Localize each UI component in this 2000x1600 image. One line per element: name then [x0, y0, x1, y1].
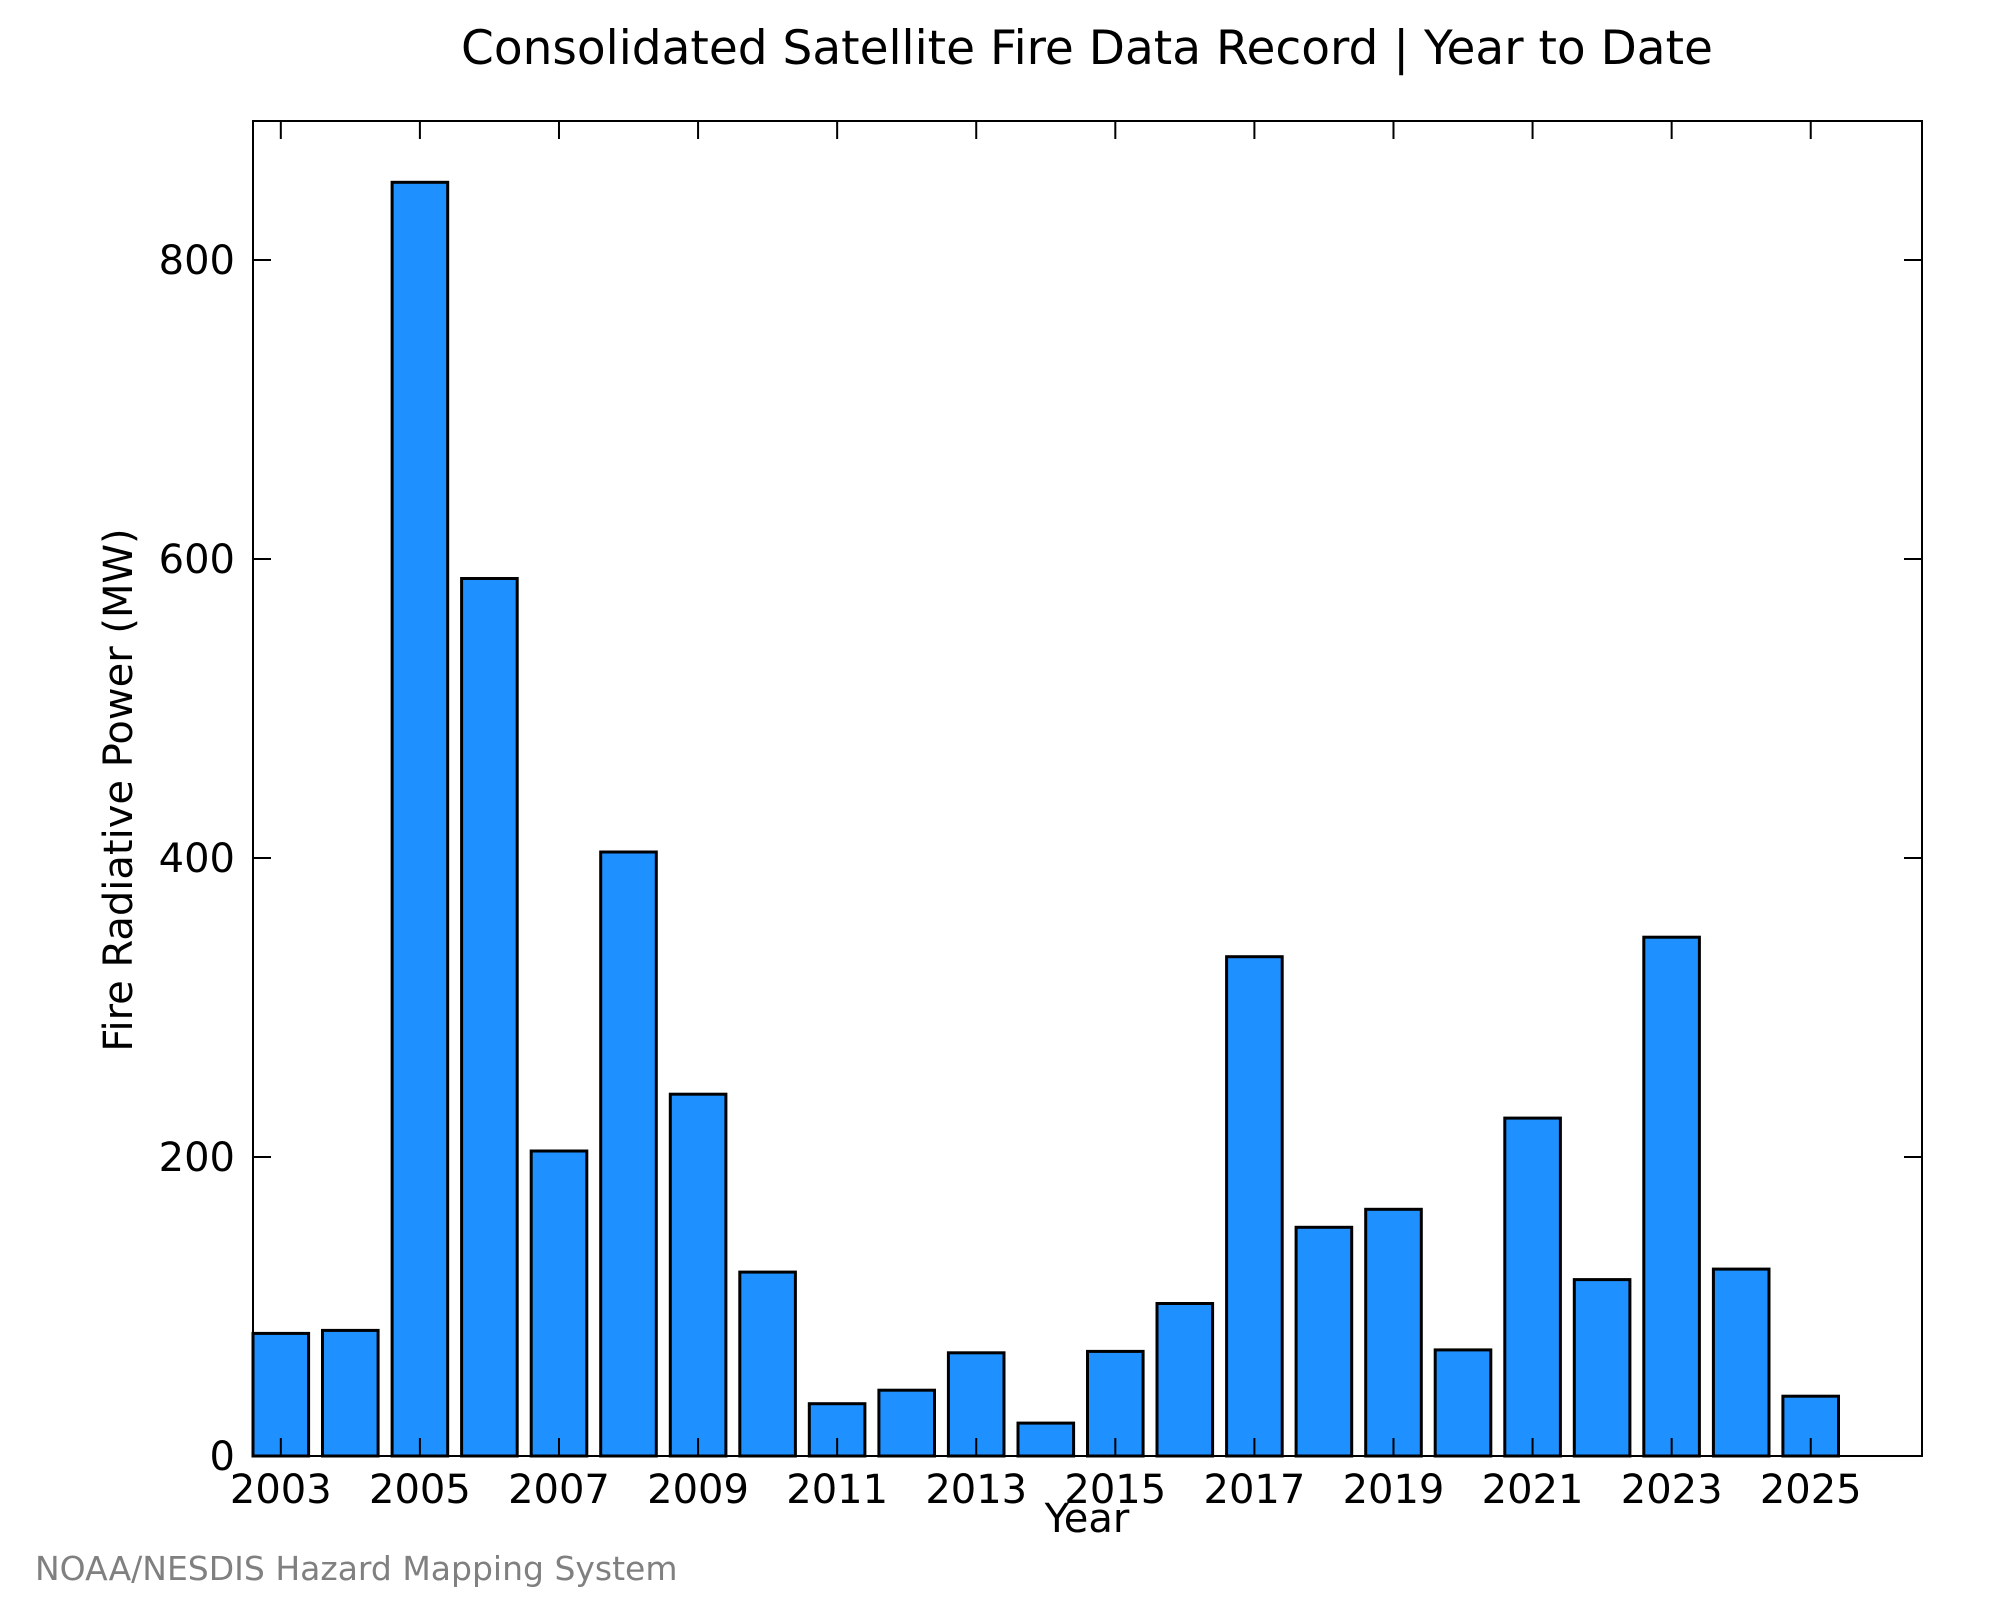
y-tick-label: 600	[159, 537, 235, 583]
x-tick-label: 2009	[647, 1467, 749, 1513]
bar-2019	[1364, 1207, 1423, 1458]
x-tick-label: 2021	[1482, 1467, 1584, 1513]
bar-2018	[1294, 1225, 1354, 1458]
bar-2007	[529, 1149, 589, 1458]
bar-2016	[1155, 1302, 1215, 1458]
bar-2004	[321, 1328, 380, 1458]
credit-text: NOAA/NESDIS Hazard Mapping System	[35, 1549, 678, 1588]
bar-2014	[1016, 1421, 1076, 1458]
bar-2003	[251, 1331, 311, 1458]
bar-2012	[877, 1388, 937, 1458]
bar-2009	[668, 1092, 728, 1458]
x-tick-label: 2017	[1204, 1467, 1306, 1513]
x-tick-label: 2011	[786, 1467, 888, 1513]
x-tick-label: 2019	[1343, 1467, 1445, 1513]
x-tick-label: 2013	[925, 1467, 1027, 1513]
y-tick-label: 200	[159, 1135, 235, 1181]
bar-2021	[1503, 1116, 1562, 1458]
x-tick-label: 2005	[369, 1467, 471, 1513]
bar-2023	[1642, 935, 1701, 1458]
x-axis-title: Year	[1044, 1496, 1130, 1542]
bar-2010	[738, 1270, 797, 1458]
x-tick-label: 2003	[230, 1467, 332, 1513]
x-tick-label: 2015	[1064, 1467, 1166, 1513]
y-tick-label: 0	[210, 1434, 235, 1480]
bar-2020	[1433, 1348, 1493, 1458]
bar-2017	[1225, 955, 1284, 1458]
bar-2005	[390, 180, 450, 1458]
x-tick-label: 2007	[508, 1467, 610, 1513]
bar-2008	[599, 850, 658, 1458]
y-axis-title: Fire Radiative Power (MW)	[96, 528, 142, 1051]
bar-2006	[460, 577, 519, 1458]
bar-2022	[1572, 1278, 1632, 1458]
y-tick-label: 800	[159, 238, 235, 284]
bar-2024	[1711, 1267, 1771, 1458]
ticks-layer: 0 200 400 600 800 2003 2005 2007 2009 2011 2013 201…	[159, 121, 1922, 1513]
plot-frame	[252, 120, 1923, 1457]
bars-layer	[251, 180, 1841, 1458]
x-tick-label: 2025	[1760, 1467, 1862, 1513]
x-tick-label: 2023	[1621, 1467, 1723, 1513]
y-tick-label: 400	[159, 836, 235, 882]
chart-title: Consolidated Satellite Fire Data Record …	[461, 21, 1713, 76]
